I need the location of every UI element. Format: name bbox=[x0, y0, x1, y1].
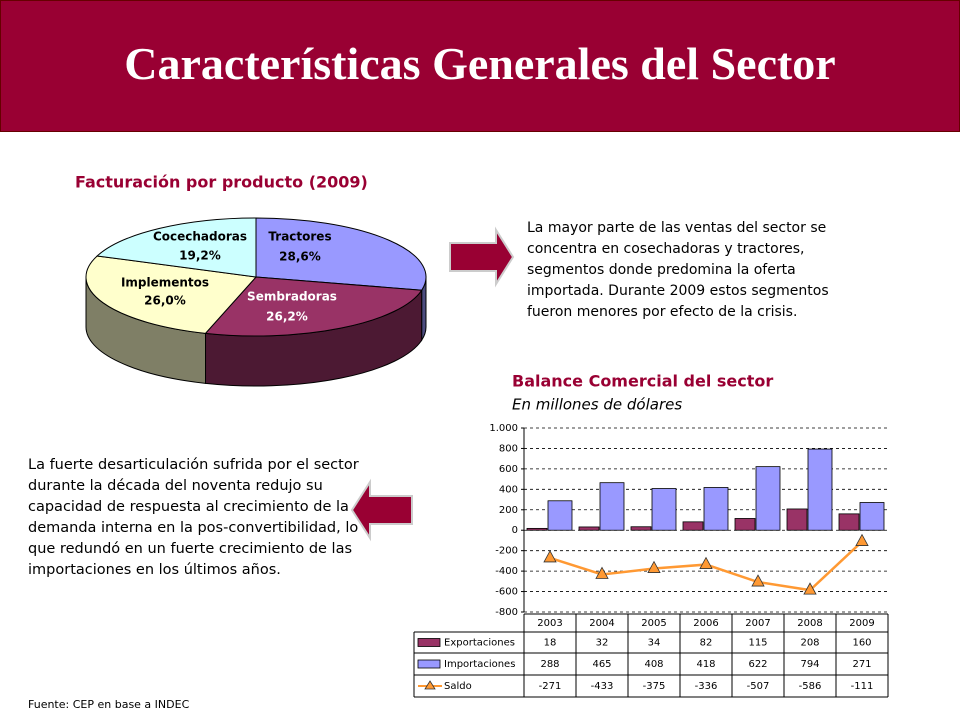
pie-label: Implementos bbox=[121, 276, 209, 290]
table-value: -271 bbox=[539, 681, 562, 692]
pie-label: Cocechadoras bbox=[153, 230, 247, 244]
bar bbox=[526, 527, 548, 531]
y-tick-label: 1.000 bbox=[489, 423, 518, 434]
y-tick-label: 600 bbox=[499, 464, 518, 475]
pie-slice bbox=[204, 276, 423, 337]
bar bbox=[682, 521, 704, 531]
y-tick-label: 800 bbox=[499, 443, 518, 454]
bar bbox=[651, 488, 677, 531]
table-value: 18 bbox=[544, 638, 557, 649]
y-tick-label: 200 bbox=[499, 505, 518, 516]
pie-value-label: 28,6% bbox=[279, 250, 321, 264]
marker bbox=[595, 566, 609, 579]
x-tick-label: 2008 bbox=[797, 618, 822, 629]
pie-slice bbox=[85, 255, 258, 334]
legend-label: Exportaciones bbox=[444, 638, 515, 649]
table-value: -586 bbox=[799, 681, 822, 692]
y-tick-label: -600 bbox=[495, 587, 518, 598]
bar bbox=[630, 526, 652, 531]
table-value: 288 bbox=[540, 659, 559, 670]
bar bbox=[734, 518, 756, 531]
pie-title: Facturación por producto (2009) bbox=[75, 173, 368, 192]
pie-slice bbox=[96, 217, 257, 278]
bar bbox=[807, 448, 833, 531]
table-value: -375 bbox=[643, 681, 666, 692]
bar-title: Balance Comercial del sector bbox=[512, 372, 773, 391]
y-tick-label: -400 bbox=[495, 566, 518, 577]
bar bbox=[859, 502, 885, 531]
x-tick-label: 2006 bbox=[693, 618, 718, 629]
legend-key bbox=[424, 680, 436, 690]
pie-value-label: 19,2% bbox=[179, 249, 221, 263]
table-value: -336 bbox=[695, 681, 718, 692]
table-value: -433 bbox=[591, 681, 614, 692]
marker bbox=[751, 574, 765, 587]
x-tick-label: 2003 bbox=[537, 618, 562, 629]
table-value: -111 bbox=[851, 681, 874, 692]
x-tick-label: 2005 bbox=[641, 618, 666, 629]
bar bbox=[578, 526, 600, 531]
bar bbox=[599, 482, 625, 531]
bar bbox=[755, 466, 781, 531]
pie-label: Tractores bbox=[268, 230, 331, 244]
table-value: 465 bbox=[592, 659, 611, 670]
x-tick-label: 2004 bbox=[589, 618, 614, 629]
pie-value-label: 26,0% bbox=[144, 294, 186, 308]
bar bbox=[703, 487, 729, 531]
source: Fuente: CEP en base a INDEC bbox=[28, 698, 190, 711]
legend-key bbox=[417, 638, 441, 647]
left-text: La fuerte desarticulación sufrida por el… bbox=[28, 457, 359, 578]
pie-label: Sembradoras bbox=[247, 290, 337, 304]
legend-key bbox=[417, 659, 441, 669]
legend-label: Importaciones bbox=[444, 659, 515, 670]
title: Características Generales del Sector bbox=[124, 38, 836, 89]
bar-subtitle: En millones de dólares bbox=[512, 396, 682, 414]
table-value: -507 bbox=[747, 681, 770, 692]
pie-slice bbox=[255, 217, 427, 291]
marker bbox=[855, 533, 869, 546]
y-tick-label: 400 bbox=[499, 484, 518, 495]
marker bbox=[699, 556, 713, 569]
marker bbox=[543, 550, 557, 563]
table-value: 408 bbox=[644, 659, 663, 670]
table-value: 160 bbox=[852, 638, 871, 649]
arrow-left bbox=[350, 478, 413, 542]
table-value: 794 bbox=[800, 659, 819, 670]
arrow-right bbox=[449, 226, 515, 288]
x-tick-label: 2009 bbox=[849, 618, 874, 629]
bar bbox=[547, 500, 573, 531]
x-tick-label: 2007 bbox=[745, 618, 770, 629]
table-value: 208 bbox=[800, 638, 819, 649]
right-text: La mayor parte de las ventas del sector … bbox=[527, 220, 829, 320]
marker bbox=[647, 560, 661, 573]
table-value: 622 bbox=[748, 659, 767, 670]
y-tick-label: -800 bbox=[495, 607, 518, 618]
y-tick-label: -200 bbox=[495, 546, 518, 557]
pie-value-label: 26,2% bbox=[266, 310, 308, 324]
table-value: 115 bbox=[748, 638, 767, 649]
y-tick-label: 0 bbox=[512, 525, 518, 536]
table-value: 34 bbox=[648, 638, 661, 649]
bar bbox=[838, 513, 860, 531]
table-value: 271 bbox=[852, 659, 871, 670]
header: Características Generales del Sector bbox=[0, 0, 960, 132]
table-value: 82 bbox=[700, 638, 713, 649]
marker bbox=[803, 582, 817, 595]
bar bbox=[786, 508, 808, 531]
table-value: 32 bbox=[596, 638, 609, 649]
legend-label: Saldo bbox=[444, 681, 472, 692]
table-value: 418 bbox=[696, 659, 715, 670]
